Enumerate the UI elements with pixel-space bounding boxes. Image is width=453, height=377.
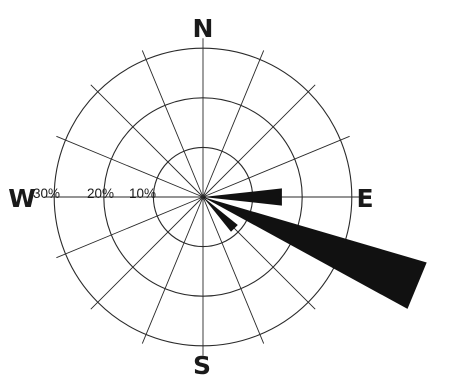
grid-spoke-nw: [90, 84, 204, 198]
north-label: N: [193, 14, 214, 43]
petal-se: [203, 197, 238, 232]
east-label: E: [356, 184, 373, 213]
tick-label-30: 30%: [33, 186, 60, 201]
grid-spoke-wnw: [56, 135, 204, 198]
grid-spoke-sw: [90, 196, 204, 310]
petal-e: [203, 188, 282, 206]
tick-label-20: 20%: [87, 186, 114, 201]
grid-spoke-ene: [202, 135, 350, 198]
grid-spoke-nnw: [141, 50, 204, 198]
petal-ese: [203, 197, 427, 309]
rose-petals: [203, 188, 427, 309]
grid-spoke-ne: [202, 84, 316, 198]
grid-spoke-nne: [202, 50, 265, 198]
tick-label-10: 10%: [129, 186, 156, 201]
south-label: S: [193, 351, 211, 377]
grid-spoke-ssw: [141, 196, 204, 344]
rose-labels: N E S W 30% 20% 10%: [8, 14, 373, 377]
grid-spoke-wsw: [56, 196, 204, 259]
west-label: W: [8, 184, 36, 213]
grid-spoke-sse: [202, 196, 265, 344]
